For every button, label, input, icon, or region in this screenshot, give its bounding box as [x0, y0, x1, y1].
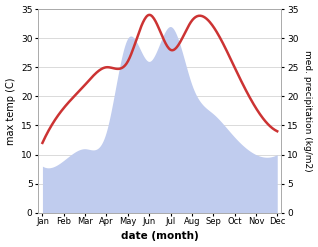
X-axis label: date (month): date (month)	[121, 231, 199, 242]
Y-axis label: max temp (C): max temp (C)	[5, 77, 16, 145]
Y-axis label: med. precipitation (kg/m2): med. precipitation (kg/m2)	[303, 50, 313, 172]
